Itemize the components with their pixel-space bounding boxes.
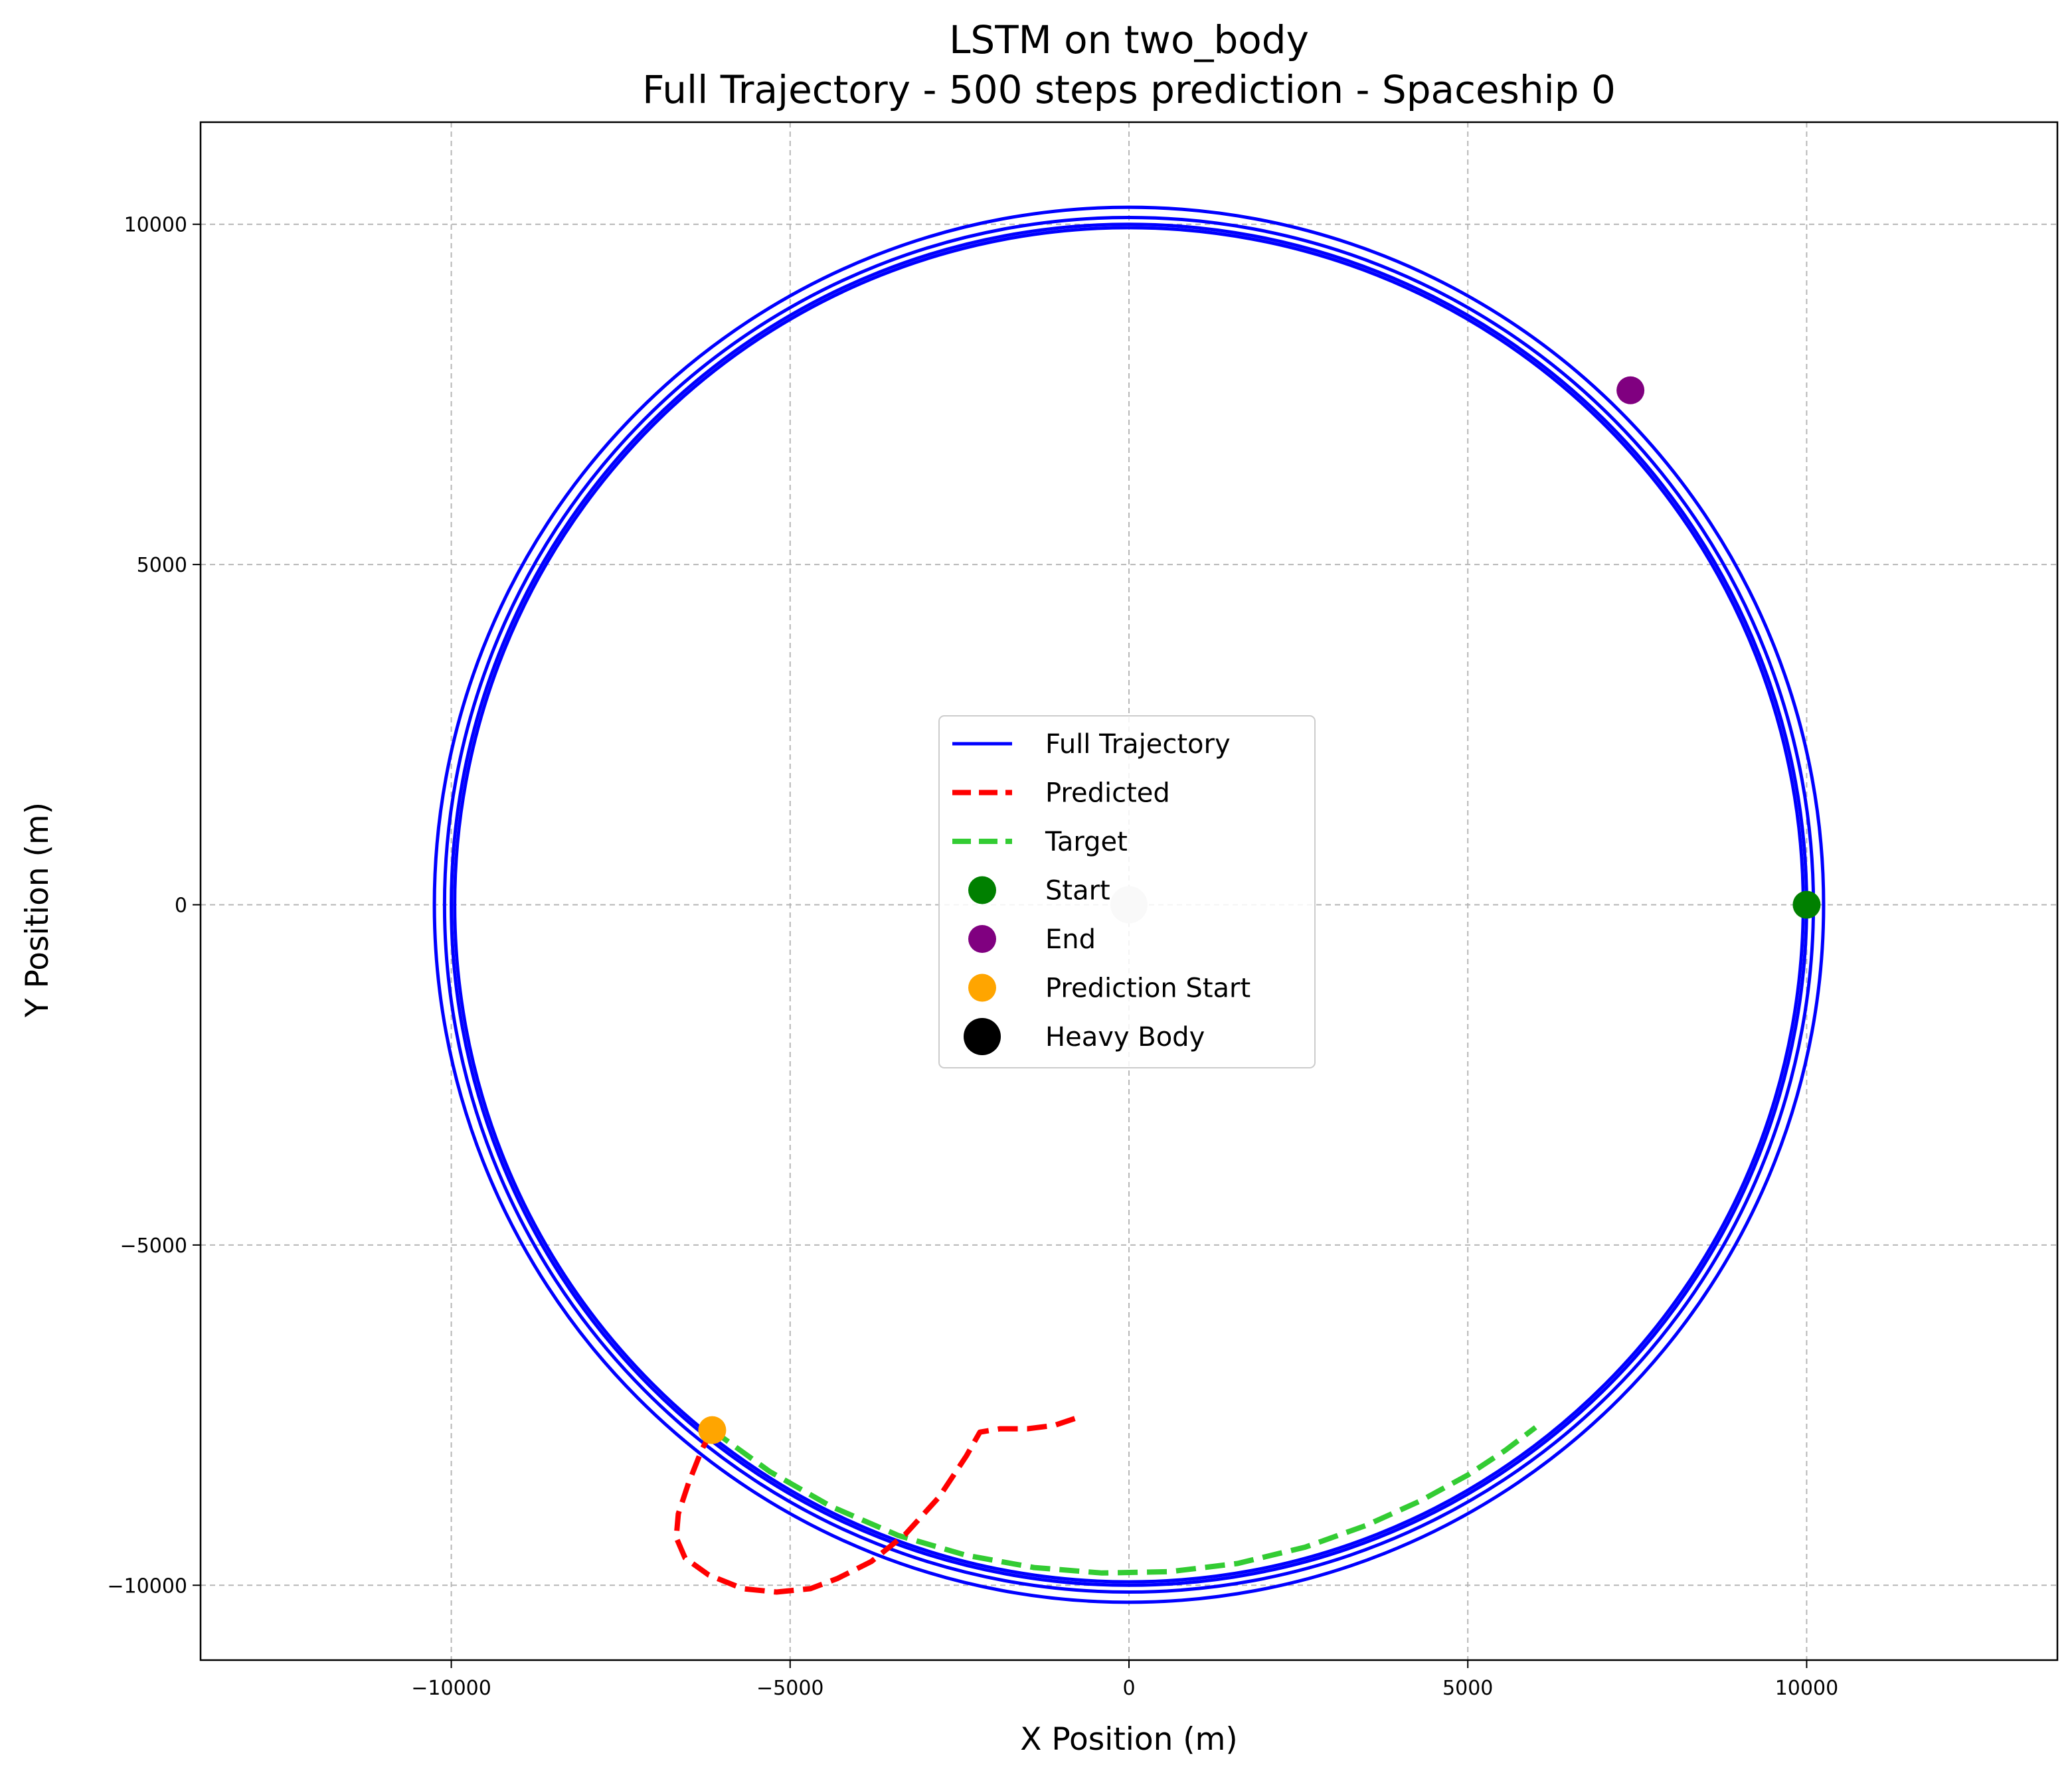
legend-label-target: Target (1045, 827, 1128, 857)
legend: Full Trajectory Predicted Target Start End Pr… (938, 715, 1316, 1068)
y-tick-label: 5000 (137, 554, 187, 577)
full-trajectory-orbit (432, 205, 1826, 1604)
legend-label-end: End (1045, 924, 1096, 955)
grid-lines (201, 122, 2057, 1660)
end-marker (1616, 376, 1645, 404)
legend-box (938, 715, 1316, 1068)
target-line (711, 1425, 1537, 1576)
y-tick-label: −5000 (120, 1234, 187, 1258)
x-tick-label: −10000 (411, 1677, 491, 1700)
y-tick-label: −10000 (107, 1574, 187, 1598)
legend-swatch-start (968, 876, 996, 904)
legend-swatch-heavy-body (964, 1018, 1001, 1055)
legend-label-predicted: Predicted (1045, 778, 1170, 809)
y-tick-label: 10000 (124, 214, 187, 237)
chart-title: LSTM on two_body (949, 17, 1309, 62)
prediction-start-marker (698, 1416, 727, 1444)
x-axis-label: X Position (m) (1020, 1721, 1238, 1758)
axis-ticks: −10000 −5000 0 5000 10000 −10000 −5000 0 5000 100… (107, 214, 1838, 1700)
x-tick-label: 0 (1122, 1677, 1135, 1700)
legend-label-full-trajectory: Full Trajectory (1045, 729, 1231, 760)
legend-swatch-end (968, 925, 996, 953)
chart-subtitle: Full Trajectory - 500 steps prediction -… (642, 67, 1616, 112)
legend-label-start: Start (1045, 876, 1110, 906)
start-marker (1792, 890, 1821, 919)
y-axis-label: Y Position (m) (19, 802, 56, 1018)
x-tick-label: 5000 (1442, 1677, 1493, 1700)
plot-content (432, 205, 1826, 1604)
y-tick-label: 0 (175, 894, 187, 917)
x-tick-label: 10000 (1775, 1677, 1838, 1700)
legend-label-heavy-body: Heavy Body (1045, 1022, 1205, 1053)
legend-label-prediction-start: Prediction Start (1045, 973, 1251, 1004)
legend-swatch-prediction-start (968, 973, 996, 1002)
predicted-line (673, 1416, 1076, 1595)
x-tick-label: −5000 (756, 1677, 823, 1700)
